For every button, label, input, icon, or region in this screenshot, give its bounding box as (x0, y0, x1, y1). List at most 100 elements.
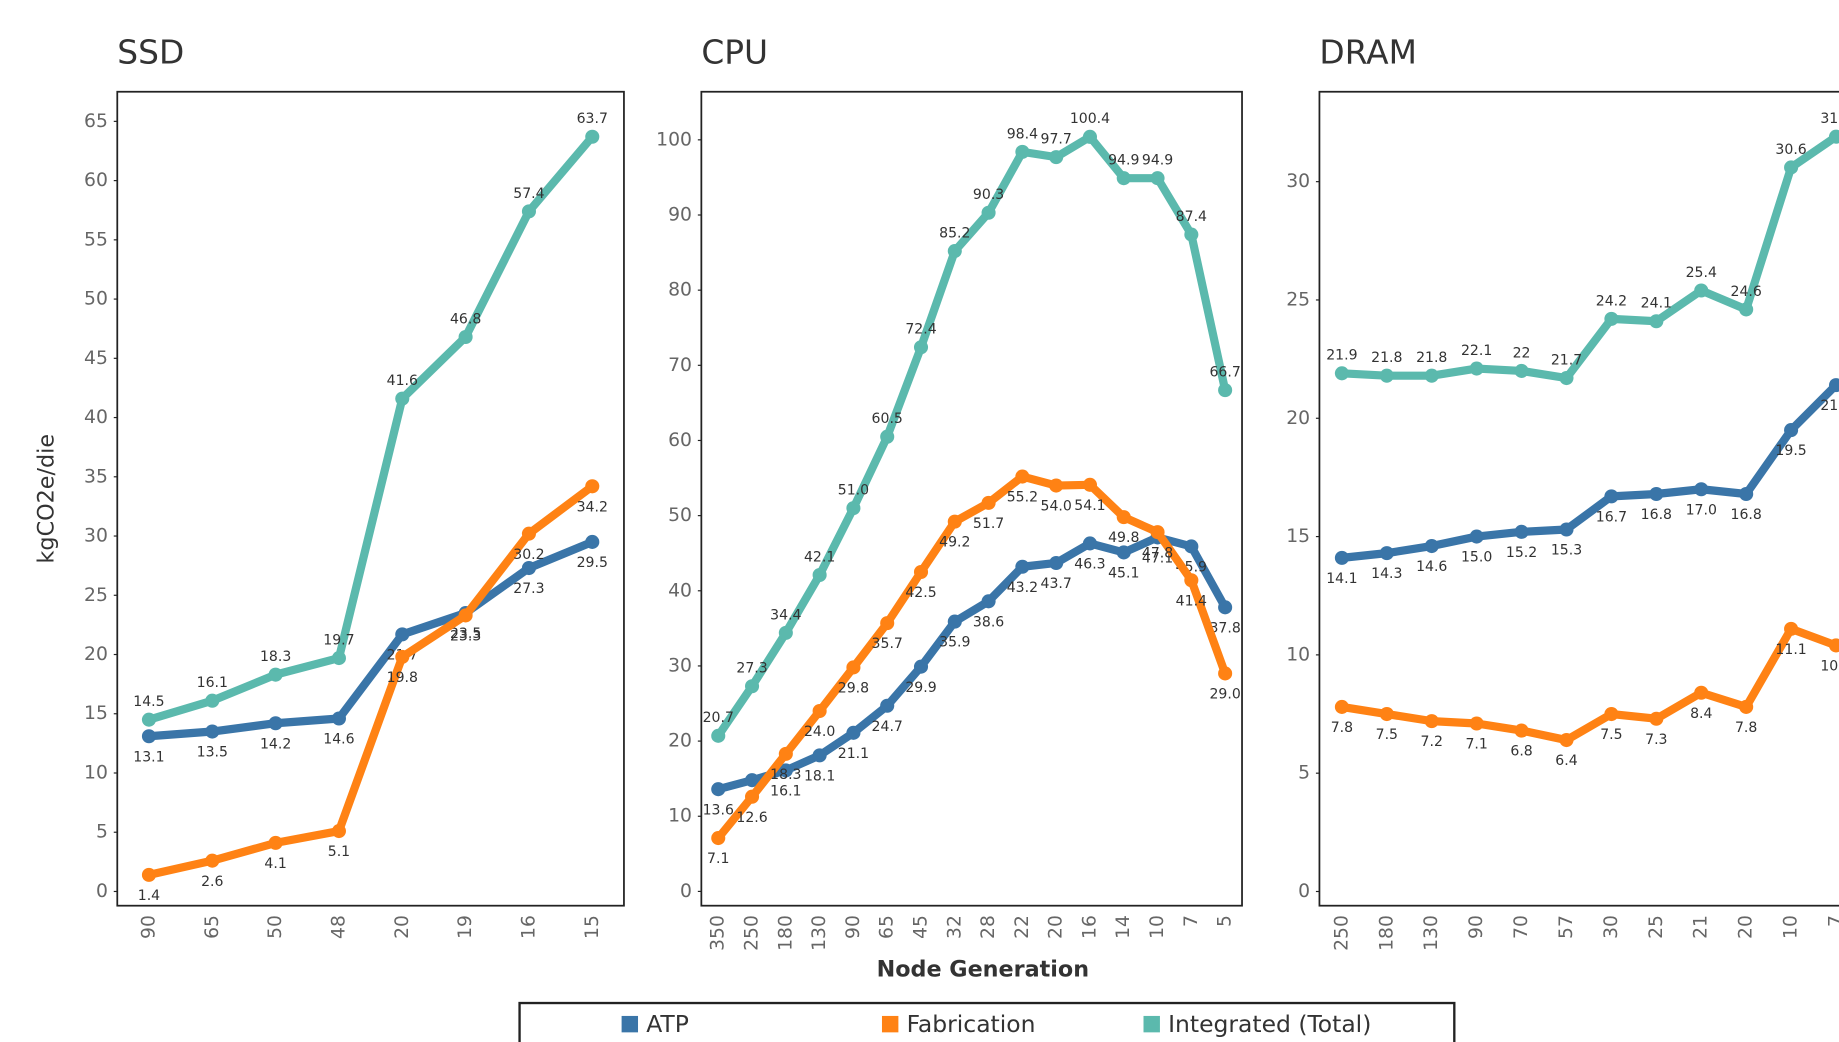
data-point (1604, 489, 1619, 504)
legend-box (518, 1001, 1456, 1042)
data-point (331, 711, 346, 726)
series-line (1341, 133, 1839, 383)
data-label: 11.1 (1775, 642, 1806, 658)
series-line (148, 482, 595, 879)
x-tick-label: 45 (911, 915, 932, 939)
data-point (812, 567, 827, 583)
series-line (717, 533, 1229, 794)
data-label: 16.1 (770, 784, 801, 800)
data-label: 14.6 (323, 732, 354, 748)
x-tick-label: 16 (518, 915, 539, 939)
data-label: 41.6 (387, 373, 418, 389)
data-label: 7.1 (1465, 737, 1487, 753)
y-tick-label: 30 (668, 655, 692, 676)
data-label: 15.2 (1506, 545, 1537, 561)
y-tick-label: 80 (668, 280, 692, 301)
data-point (1559, 371, 1574, 386)
series-line (147, 134, 596, 724)
data-point (880, 698, 895, 713)
data-label: 54.1 (1074, 498, 1105, 514)
data-label: 29.8 (838, 681, 869, 697)
series-line (1341, 624, 1838, 745)
data-point (1334, 550, 1349, 565)
data-label: 72.4 (905, 322, 936, 338)
data-point (141, 729, 156, 744)
data-point (711, 831, 726, 846)
data-point (1082, 536, 1098, 551)
data-label: 7.8 (1735, 720, 1757, 736)
data-label: 31.9 (1820, 111, 1839, 127)
data-point (846, 660, 861, 675)
y-tick-label: 15 (84, 703, 108, 724)
x-axis-title: Node Generation (877, 957, 1089, 983)
data-point (1514, 363, 1529, 378)
x-tick-label: 20 (1046, 915, 1067, 939)
data-point (1218, 666, 1233, 681)
legend-label: Integrated (Total) (1168, 1010, 1371, 1038)
data-point (1184, 539, 1199, 554)
data-point (913, 564, 929, 580)
data-label: 37.8 (1209, 620, 1240, 636)
data-label: 35.7 (872, 636, 903, 652)
x-tick-label: 14 (1113, 915, 1134, 939)
data-label: 42.5 (905, 585, 936, 601)
data-point (458, 608, 473, 623)
y-tick-label: 45 (84, 348, 108, 369)
data-label: 14.1 (1326, 571, 1357, 587)
y-tick-label: 10 (1286, 644, 1310, 665)
data-point (1218, 600, 1233, 615)
data-point (1739, 699, 1754, 714)
data-point (331, 824, 346, 839)
data-label: 6.8 (1510, 744, 1532, 760)
y-tick-label: 100 (656, 129, 692, 150)
x-tick-label: 30 (1601, 915, 1622, 939)
data-label: 18.3 (260, 649, 291, 665)
data-label: 21.1 (838, 746, 869, 762)
data-label: 13.1 (133, 749, 164, 765)
data-label: 24.6 (1731, 284, 1762, 300)
data-label: 15.3 (1551, 543, 1582, 559)
data-point (913, 340, 929, 355)
data-point (981, 205, 996, 220)
data-label: 43.2 (1007, 580, 1038, 596)
data-label: 13.5 (197, 745, 228, 761)
data-label: 90.3 (973, 187, 1004, 203)
data-point (395, 391, 410, 406)
data-label: 13.6 (703, 802, 734, 818)
x-tick-label: 19 (455, 915, 476, 939)
data-point (778, 746, 793, 761)
data-label: 23.3 (450, 629, 481, 645)
data-point (745, 789, 760, 804)
data-label: 46.3 (1074, 557, 1105, 573)
data-point (458, 329, 473, 345)
legend-swatch (881, 1015, 899, 1033)
data-label: 38.6 (973, 614, 1004, 630)
y-tick-label: 25 (84, 585, 108, 606)
data-label: 49.2 (939, 535, 970, 551)
data-label: 24.0 (804, 724, 835, 740)
data-label: 46.8 (450, 311, 481, 327)
data-label: 7.8 (1331, 720, 1353, 736)
data-point (1334, 366, 1349, 381)
x-tick-label: 10 (1147, 915, 1168, 939)
x-tick-label: 180 (775, 915, 796, 951)
data-point (395, 649, 410, 664)
data-label: 4.1 (264, 856, 286, 872)
y-tick-label: 50 (668, 505, 692, 526)
data-label: 5.1 (328, 844, 350, 860)
x-tick-label: 70 (1511, 915, 1532, 939)
y-tick-label: 5 (96, 822, 108, 843)
data-label: 14.5 (133, 694, 164, 710)
x-tick-label: 25 (1646, 915, 1667, 939)
data-label: 23.5 (450, 626, 481, 642)
data-point (585, 129, 600, 144)
x-tick-label: 10 (1781, 915, 1802, 939)
x-tick-label: 5 (1215, 915, 1236, 927)
y-tick-label: 90 (668, 205, 692, 226)
data-point (846, 725, 861, 740)
series-line (715, 472, 1229, 841)
x-tick-label: 50 (265, 915, 286, 939)
data-point (1694, 283, 1709, 298)
data-point (947, 244, 962, 259)
y-tick-label: 55 (84, 229, 108, 250)
